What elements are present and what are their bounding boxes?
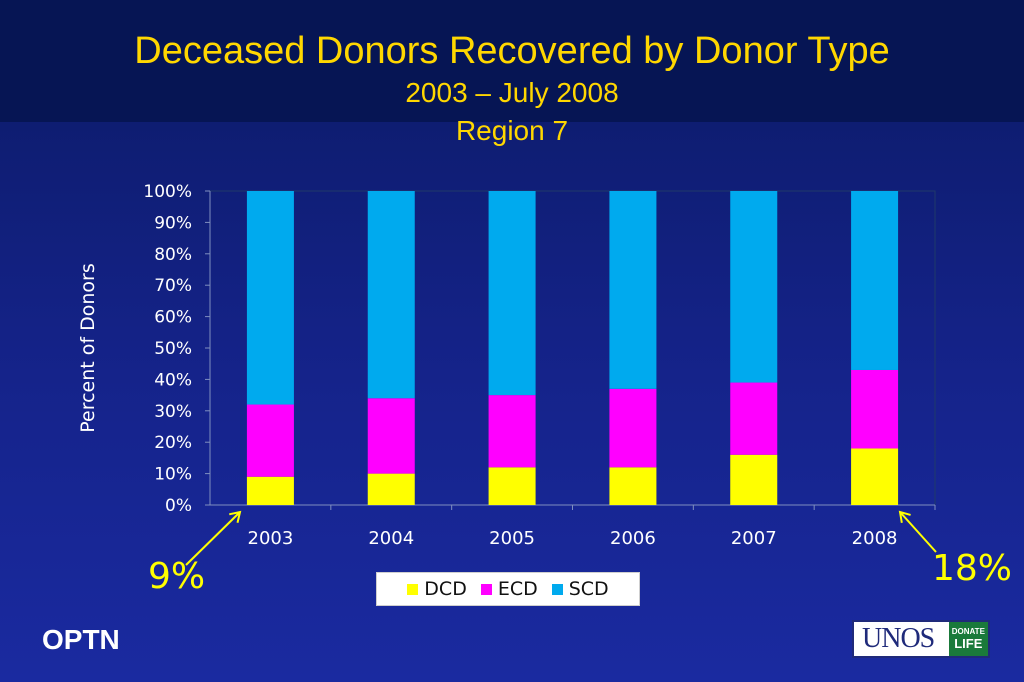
legend-label-scd: SCD <box>568 578 609 600</box>
y-tick-label-9: 90% <box>154 213 192 233</box>
annotation-arrow-right-head <box>898 510 911 524</box>
x-tick-label-2005: 2005 <box>489 528 535 549</box>
bar-dcd-2003 <box>246 476 294 505</box>
bar-dcd-2006 <box>609 467 657 505</box>
x-tick-label-2008: 2008 <box>852 528 898 549</box>
title-block: Deceased Donors Recovered by Donor Type … <box>0 28 1024 150</box>
bar-scd-2007 <box>730 191 778 383</box>
y-tick-label-1: 10% <box>154 465 192 485</box>
bar-scd-2005 <box>488 191 536 396</box>
annotation-arrow-left-shaft <box>185 511 241 566</box>
x-tick-label-2006: 2006 <box>610 528 656 549</box>
bar-scd-2006 <box>609 191 657 389</box>
donate-life-badge: DONATE LIFE <box>948 622 988 656</box>
donate-life-bottom: LIFE <box>954 636 983 651</box>
slide-subtitle-region: Region 7 <box>455 115 569 146</box>
y-tick-label-8: 80% <box>154 245 192 265</box>
bar-ecd-2008 <box>851 369 899 449</box>
legend-swatch-ecd <box>480 583 492 595</box>
annotation-arrow-left-head <box>229 510 242 523</box>
y-tick-label-4: 40% <box>154 370 192 390</box>
bar-ecd-2007 <box>730 382 778 455</box>
legend-swatch-scd <box>551 583 563 595</box>
x-tick-label-2004: 2004 <box>368 528 414 549</box>
slide-title: Deceased Donors Recovered by Donor Type <box>134 30 890 72</box>
legend-item-ecd: ECD <box>480 578 538 600</box>
title-band <box>0 0 1024 122</box>
legend-item-scd: SCD <box>551 578 609 600</box>
bar-ecd-2006 <box>609 388 657 468</box>
annotation-arrow-right-shaft <box>899 511 937 553</box>
legend-item-dcd: DCD <box>407 578 467 600</box>
slide-subtitle-dates: 2003 – July 2008 <box>405 77 619 108</box>
bar-scd-2008 <box>851 191 899 370</box>
y-tick-label-7: 70% <box>154 276 192 296</box>
y-tick-label-0: 0% <box>165 496 192 516</box>
annotation-2003-dcd: 9% <box>148 556 206 597</box>
x-tick-label-2007: 2007 <box>731 528 777 549</box>
y-tick-label-3: 30% <box>154 402 192 422</box>
y-tick-label-6: 60% <box>154 308 192 328</box>
x-tick-label-2003: 2003 <box>248 528 294 549</box>
y-axis-label: Percent of Donors <box>77 263 99 433</box>
annotation-2008-dcd: 18% <box>932 548 1013 589</box>
bar-ecd-2004 <box>367 398 415 474</box>
bar-ecd-2005 <box>488 395 536 468</box>
bar-dcd-2008 <box>851 448 899 505</box>
legend-label-ecd: ECD <box>497 578 538 600</box>
bar-dcd-2004 <box>367 473 415 505</box>
donate-life-top: DONATE <box>951 627 985 636</box>
bar-ecd-2003 <box>246 404 294 477</box>
legend-label-dcd: DCD <box>424 578 467 600</box>
unos-logo-text: UNOS <box>862 623 935 654</box>
unos-logo: UNOS DONATE LIFE <box>852 620 990 658</box>
plot-area <box>209 190 936 506</box>
y-tick-label-10: 100% <box>143 182 192 202</box>
bar-scd-2004 <box>367 191 415 399</box>
bar-dcd-2005 <box>488 467 536 505</box>
optn-brand: OPTN <box>42 624 120 655</box>
bar-dcd-2007 <box>730 454 778 505</box>
bar-scd-2003 <box>246 191 294 405</box>
legend-swatch-dcd <box>407 583 419 595</box>
chart-legend: DCD ECD SCD <box>376 572 640 606</box>
y-tick-label-2: 20% <box>154 433 192 453</box>
y-tick-label-5: 50% <box>154 339 192 359</box>
